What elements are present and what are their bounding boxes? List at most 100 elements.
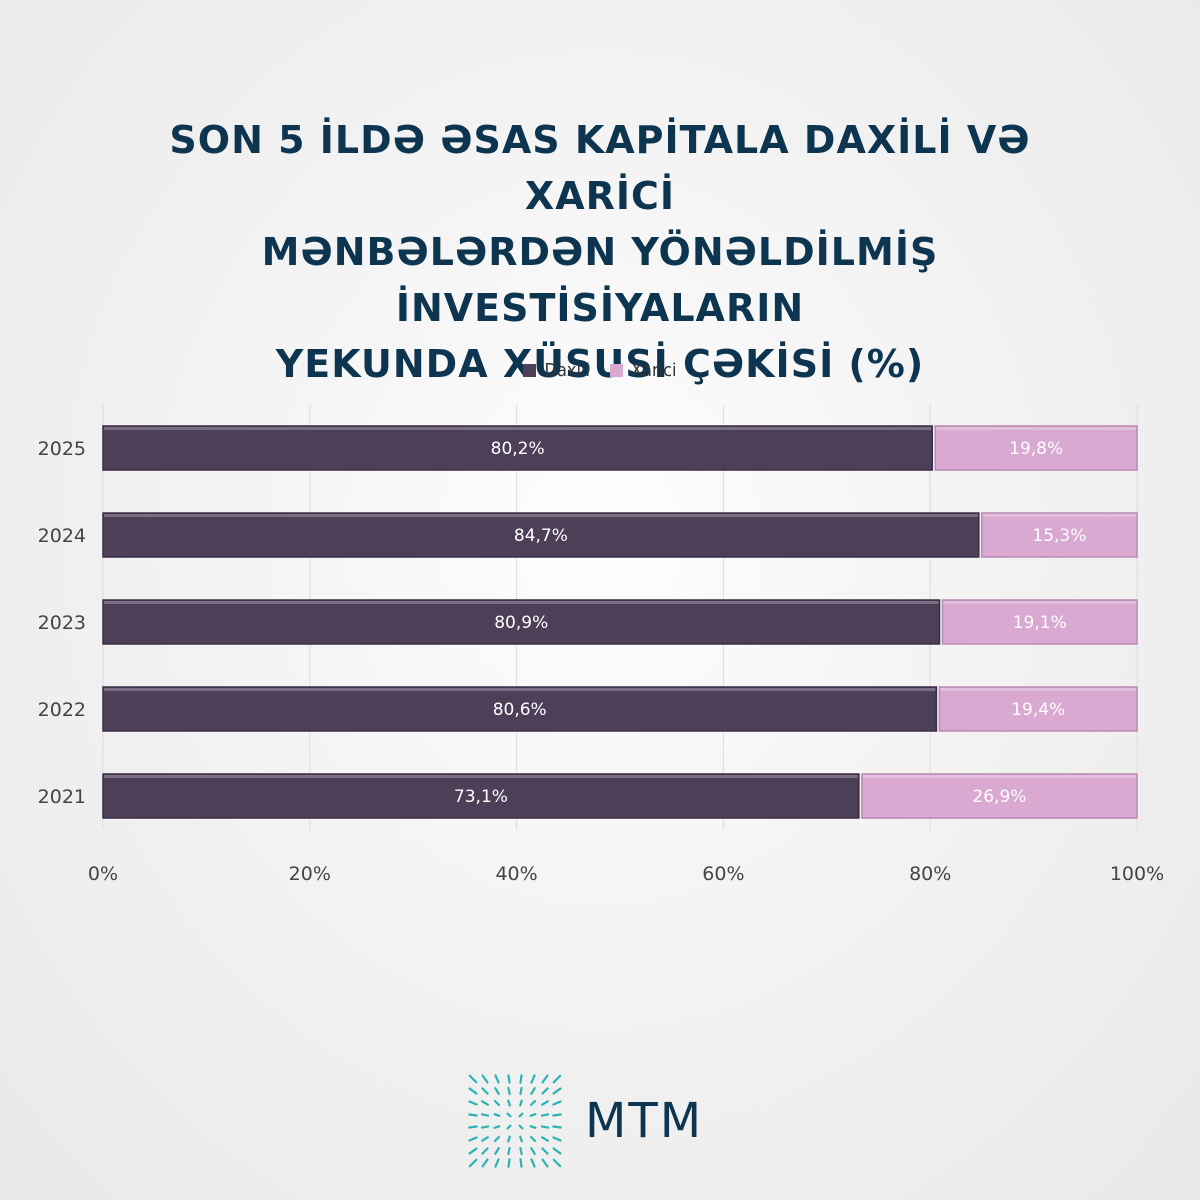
y-tick-label: 2023 xyxy=(38,612,86,634)
logo-dash xyxy=(552,1147,562,1155)
logo-dash xyxy=(507,1135,511,1143)
data-label: 80,6% xyxy=(493,700,547,720)
y-tick-label: 2025 xyxy=(38,438,86,460)
logo-dash xyxy=(507,1158,511,1168)
data-label: 73,1% xyxy=(454,787,508,807)
logo-dash xyxy=(468,1158,478,1168)
logo-dash xyxy=(507,1099,511,1107)
bar-daxili xyxy=(102,512,980,558)
logo-dash xyxy=(530,1087,536,1095)
logo-dash xyxy=(540,1113,550,1117)
logo-dash xyxy=(481,1158,489,1168)
legend-label-daxili: Daxili xyxy=(544,360,590,381)
legend-item-daxili: Daxili xyxy=(523,360,590,381)
mtm-logo: MTM xyxy=(467,1073,703,1169)
logo-dash xyxy=(519,1158,523,1168)
logo-dash xyxy=(468,1125,478,1129)
logo-dash xyxy=(494,1147,500,1155)
logo-dash xyxy=(518,1112,524,1118)
title-line-1: SON 5 İLDƏ ƏSAS KAPİTALA DAXİLİ VƏ XARİC… xyxy=(169,118,1031,218)
logo-dash xyxy=(541,1100,549,1106)
x-tick-label: 40% xyxy=(495,863,537,885)
bar-daxili xyxy=(102,686,938,732)
logo-dash xyxy=(552,1125,562,1129)
logo-dash xyxy=(468,1087,478,1095)
title-line-2: MƏNBƏLƏRDƏN YÖNƏLDİLMİŞ İNVESTİSİYALARIN xyxy=(261,230,939,330)
y-tick-label: 2022 xyxy=(38,699,86,721)
bar-xarici xyxy=(941,599,1138,645)
bar-highlight xyxy=(862,775,1136,778)
logo-dash xyxy=(541,1087,549,1095)
data-label: 84,7% xyxy=(514,526,568,546)
legend-swatch-xarici xyxy=(609,364,623,377)
bar-highlight xyxy=(943,601,1136,604)
bar-daxili xyxy=(102,773,860,819)
logo-dash xyxy=(529,1099,537,1107)
x-tick-label: 100% xyxy=(1110,863,1164,885)
bar-xarici xyxy=(981,512,1138,558)
logo-dash xyxy=(541,1074,549,1084)
logo-dash xyxy=(529,1125,537,1129)
logo-dash xyxy=(480,1113,490,1117)
bar-xarici xyxy=(938,686,1138,732)
bar-highlight xyxy=(104,601,939,604)
logo-dash xyxy=(481,1074,489,1084)
bar-daxili xyxy=(102,599,941,645)
logo-dash xyxy=(493,1125,501,1129)
logo-dash xyxy=(519,1086,523,1096)
logo-dash xyxy=(552,1158,562,1168)
logo-dash xyxy=(552,1074,562,1084)
bar-highlight xyxy=(982,514,1136,517)
logo-dash xyxy=(481,1136,489,1142)
legend-label-xarici: Xarici xyxy=(630,360,677,381)
data-label: 19,8% xyxy=(1009,439,1063,459)
logo-dash xyxy=(541,1136,549,1142)
mtm-logo-icon xyxy=(468,1074,562,1168)
logo-dash xyxy=(530,1147,536,1155)
logo-dash xyxy=(519,1135,523,1143)
logo-dash xyxy=(493,1099,501,1107)
bar-highlight xyxy=(104,688,936,691)
logo-dash xyxy=(529,1135,537,1143)
y-tick-label: 2024 xyxy=(38,525,86,547)
logo-dash xyxy=(507,1146,511,1156)
logo-dash xyxy=(493,1135,501,1143)
bar-xarici xyxy=(934,425,1138,471)
bar-daxili xyxy=(102,425,934,471)
logo-dash xyxy=(529,1113,537,1117)
logo-text: MTM xyxy=(585,1093,704,1149)
logo-dash xyxy=(494,1158,500,1168)
logo-dash xyxy=(507,1086,511,1096)
bar-highlight xyxy=(936,427,1136,430)
x-tick-label: 0% xyxy=(88,863,118,885)
chart-legend: Daxili Xarici xyxy=(0,360,1200,381)
chart-title: SON 5 İLDƏ ƏSAS KAPİTALA DAXİLİ VƏ XARİC… xyxy=(100,112,1100,392)
bar-xarici xyxy=(861,773,1138,819)
logo-dash xyxy=(518,1124,524,1130)
data-label: 80,9% xyxy=(494,613,548,633)
logo-dash xyxy=(530,1158,536,1168)
logo-dash xyxy=(506,1112,512,1118)
logo-dash xyxy=(468,1113,478,1117)
logo-dash xyxy=(507,1074,511,1084)
logo-dash xyxy=(552,1100,562,1106)
x-tick-label: 20% xyxy=(289,863,331,885)
logo-dash xyxy=(481,1147,489,1155)
x-tick-label: 80% xyxy=(909,863,951,885)
logo-dash xyxy=(541,1158,549,1168)
y-tick-label: 2021 xyxy=(38,786,86,808)
logo-dash xyxy=(552,1113,562,1117)
data-label: 19,4% xyxy=(1011,700,1065,720)
data-label: 80,2% xyxy=(491,439,545,459)
bar-highlight xyxy=(104,514,978,517)
logo-dash xyxy=(540,1125,550,1129)
logo-dash xyxy=(519,1146,523,1156)
data-label: 19,1% xyxy=(1013,613,1067,633)
logo-dash xyxy=(552,1087,562,1095)
logo-dash xyxy=(468,1074,478,1084)
data-label: 26,9% xyxy=(972,787,1026,807)
logo-dash xyxy=(481,1087,489,1095)
logo-dash xyxy=(530,1074,536,1084)
bar-highlight xyxy=(104,775,858,778)
